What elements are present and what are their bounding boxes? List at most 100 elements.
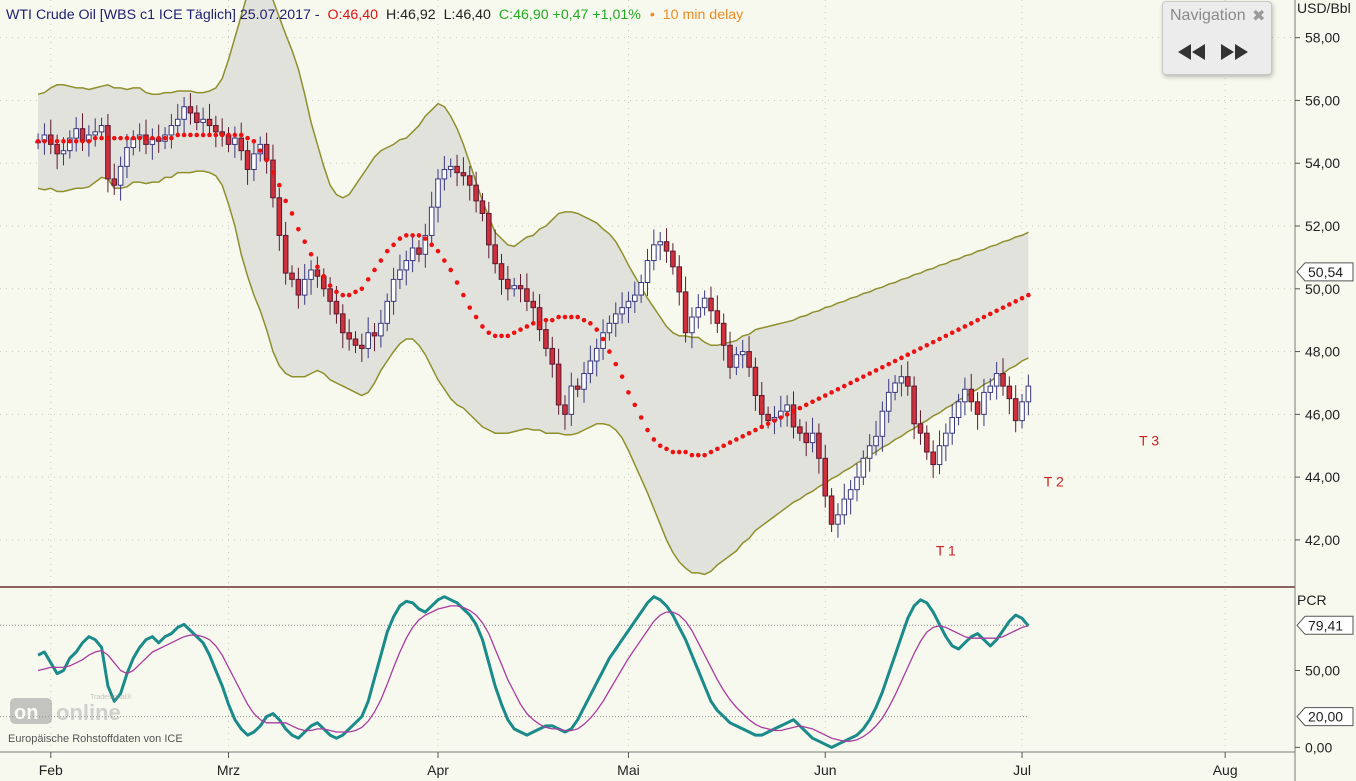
candle-body[interactable] — [758, 395, 765, 415]
candle-body[interactable] — [232, 137, 238, 145]
candle-body[interactable] — [505, 278, 511, 290]
candle-body[interactable] — [727, 344, 733, 368]
candle-body[interactable] — [1012, 398, 1019, 422]
candle-body[interactable] — [739, 351, 746, 356]
candle-body[interactable] — [847, 489, 854, 500]
candle-body[interactable] — [1025, 385, 1032, 403]
candle-body[interactable] — [854, 476, 860, 491]
candle-body[interactable] — [714, 310, 721, 324]
candle-body[interactable] — [879, 410, 886, 437]
time-axis[interactable]: Feb Mrz Apr Mai Jun Jul Aug — [39, 752, 1238, 778]
candle-body[interactable] — [124, 147, 130, 167]
candle-body[interactable] — [422, 234, 429, 255]
candle-body[interactable] — [574, 385, 581, 390]
candle-body[interactable] — [479, 200, 486, 214]
candle-body[interactable] — [885, 391, 892, 412]
candle-body[interactable] — [924, 432, 930, 453]
scroll-forward-button[interactable] — [1217, 40, 1251, 64]
candle-body[interactable] — [92, 131, 99, 136]
candle-body[interactable] — [930, 451, 936, 466]
candle-body[interactable] — [441, 169, 448, 180]
candle-body[interactable] — [206, 118, 213, 127]
candle-body[interactable] — [301, 278, 308, 296]
candle-body[interactable] — [111, 178, 118, 186]
candle-body[interactable] — [695, 307, 702, 318]
candle-body[interactable] — [174, 118, 181, 127]
candle-body[interactable] — [308, 269, 314, 280]
candle-body[interactable] — [822, 457, 829, 497]
candle-body[interactable] — [390, 278, 397, 302]
candle-body[interactable] — [866, 445, 873, 459]
candle-body[interactable] — [530, 300, 537, 309]
candle-body[interactable] — [955, 401, 962, 418]
candle-body[interactable] — [670, 250, 676, 268]
candle-body[interactable] — [981, 391, 987, 415]
candle-body[interactable] — [1006, 385, 1013, 400]
candle-body[interactable] — [454, 165, 460, 174]
candle-body[interactable] — [238, 137, 245, 152]
candle-body[interactable] — [435, 178, 441, 208]
candle-body[interactable] — [378, 322, 384, 337]
candle-body[interactable] — [409, 247, 416, 262]
candle-body[interactable] — [187, 106, 194, 114]
candlestick-series[interactable] — [35, 93, 1032, 538]
candle-body[interactable] — [397, 269, 403, 280]
candle-body[interactable] — [790, 404, 797, 428]
candle-body[interactable] — [447, 165, 454, 171]
candle-body[interactable] — [295, 278, 302, 296]
candle-body[interactable] — [289, 272, 295, 280]
candle-body[interactable] — [562, 404, 568, 415]
candle-body[interactable] — [73, 128, 79, 139]
candle-body[interactable] — [282, 234, 289, 274]
candle-body[interactable] — [492, 244, 498, 265]
candle-body[interactable] — [581, 373, 587, 390]
candle-body[interactable] — [1019, 401, 1025, 422]
candle-body[interactable] — [904, 376, 911, 387]
candle-body[interactable] — [746, 351, 752, 368]
candle-body[interactable] — [270, 159, 276, 199]
candle-body[interactable] — [797, 426, 803, 434]
price-axis[interactable]: 42,00 44,00 46,00 48,00 50,00 52,00 54,00 56,00… — [1295, 0, 1354, 548]
candle-body[interactable] — [244, 150, 251, 171]
candle-body[interactable] — [276, 197, 283, 236]
candle-body[interactable] — [517, 285, 524, 290]
candle-body[interactable] — [828, 495, 835, 525]
navigation-panel[interactable]: Navigation ✖ — [1162, 1, 1272, 75]
candle-body[interactable] — [466, 175, 473, 186]
candle-body[interactable] — [644, 260, 651, 284]
pcr-axis[interactable]: 79,41 20,00 0,00 50,00 PCR — [1295, 592, 1354, 755]
candle-body[interactable] — [663, 241, 670, 252]
candle-body[interactable] — [60, 150, 67, 155]
candle-body[interactable] — [359, 344, 365, 349]
candle-body[interactable] — [384, 300, 391, 324]
candle-body[interactable] — [486, 212, 492, 246]
candle-body[interactable] — [962, 388, 968, 403]
candle-body[interactable] — [473, 184, 479, 202]
scroll-back-button[interactable] — [1175, 40, 1209, 64]
candle-body[interactable] — [835, 514, 841, 525]
candle-body[interactable] — [213, 125, 219, 133]
candle-body[interactable] — [657, 241, 663, 246]
candle-body[interactable] — [314, 269, 321, 277]
candle-body[interactable] — [98, 125, 105, 133]
candle-body[interactable] — [536, 307, 543, 331]
close-icon[interactable]: ✖ — [1252, 8, 1266, 25]
candle-body[interactable] — [841, 498, 848, 516]
candle-body[interactable] — [898, 376, 905, 384]
candle-body[interactable] — [371, 332, 378, 337]
candle-body[interactable] — [511, 285, 517, 290]
candle-body[interactable] — [638, 282, 644, 296]
candle-body[interactable] — [974, 401, 981, 415]
candle-body[interactable] — [1000, 373, 1006, 387]
candle-body[interactable] — [936, 445, 943, 466]
candle-body[interactable] — [498, 263, 505, 280]
candle-body[interactable] — [993, 373, 1000, 387]
candle-body[interactable] — [524, 288, 530, 302]
candle-body[interactable] — [403, 260, 410, 271]
candle-body[interactable] — [549, 347, 556, 365]
candle-body[interactable] — [784, 404, 790, 412]
candle-body[interactable] — [555, 363, 562, 406]
candle-body[interactable] — [632, 294, 638, 302]
candle-body[interactable] — [701, 297, 708, 309]
